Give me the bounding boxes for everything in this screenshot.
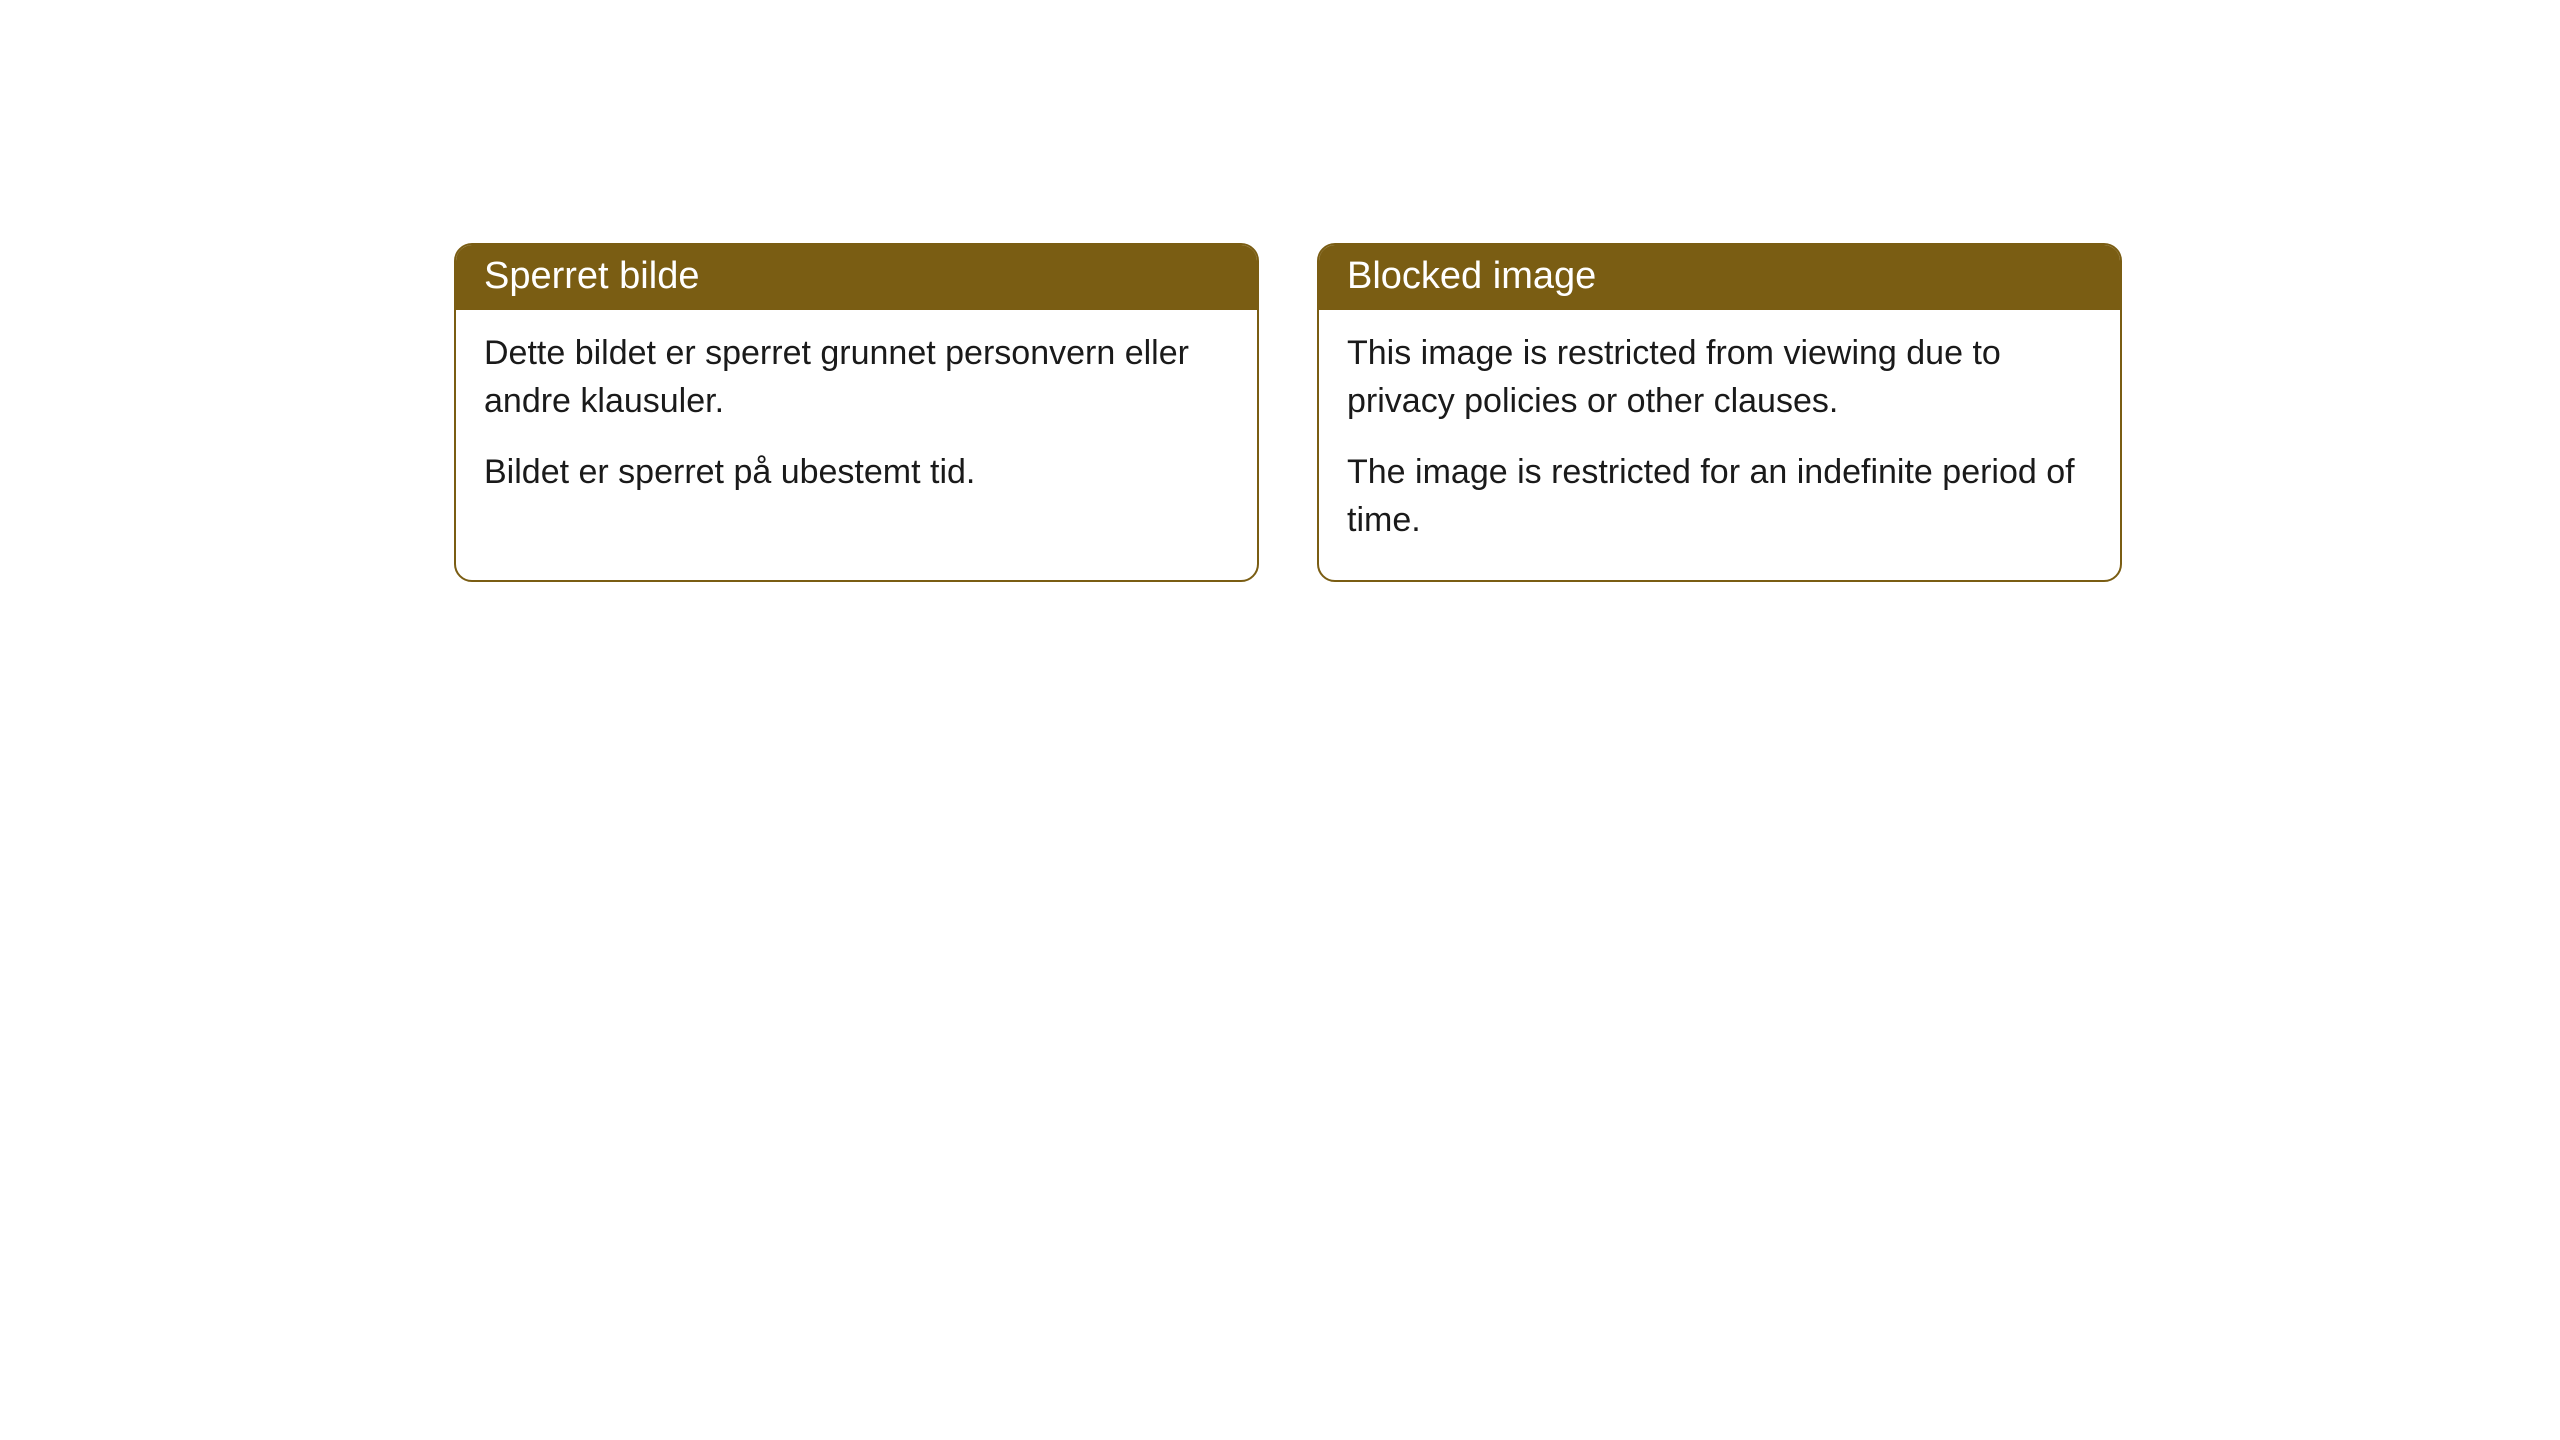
notice-paragraph-1-english: This image is restricted from viewing du… — [1347, 330, 2092, 425]
notice-card-norwegian: Sperret bilde Dette bildet er sperret gr… — [454, 243, 1259, 582]
notice-paragraph-1-norwegian: Dette bildet er sperret grunnet personve… — [484, 330, 1229, 425]
notice-header-english: Blocked image — [1319, 245, 2120, 310]
notice-paragraph-2-norwegian: Bildet er sperret på ubestemt tid. — [484, 449, 1229, 497]
notice-cards-container: Sperret bilde Dette bildet er sperret gr… — [454, 243, 2122, 582]
notice-header-norwegian: Sperret bilde — [456, 245, 1257, 310]
notice-body-english: This image is restricted from viewing du… — [1319, 310, 2120, 580]
notice-paragraph-2-english: The image is restricted for an indefinit… — [1347, 449, 2092, 544]
notice-card-english: Blocked image This image is restricted f… — [1317, 243, 2122, 582]
notice-body-norwegian: Dette bildet er sperret grunnet personve… — [456, 310, 1257, 533]
